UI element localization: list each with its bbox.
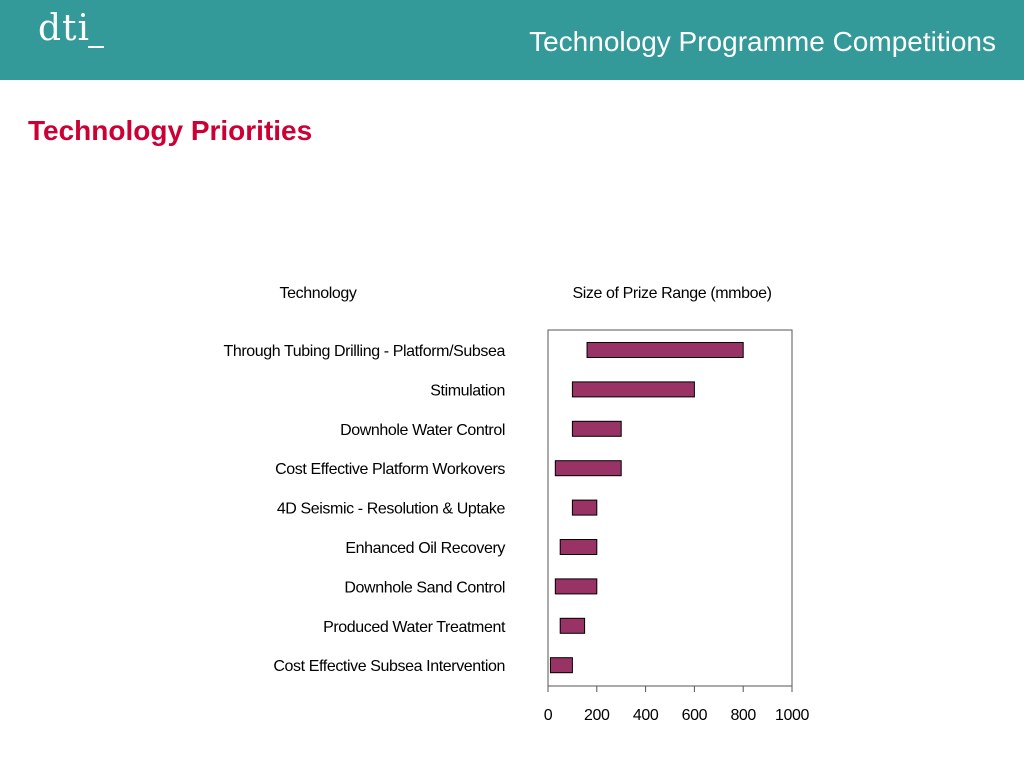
x-tick-label: 1000 [775,707,809,724]
slide-title: Technology Priorities [28,115,313,146]
range-bar [554,460,622,477]
x-tick-label: 600 [682,707,708,724]
x-tick-label: 400 [633,707,659,724]
range-bar [559,539,598,555]
range-bar [554,578,598,595]
range-bar [559,617,586,634]
category-label: 4D Seismic - Resolution & Uptake [277,501,506,518]
category-label: Produced Water Treatment [323,619,506,636]
plot-area-frame [547,329,793,687]
header-title: Technology Programme Competitions [529,26,996,57]
category-label: Cost Effective Platform Workovers [275,461,505,478]
logo-underline [88,46,104,48]
range-bar [586,342,744,358]
category-label: Stimulation [430,382,505,399]
range-bar [571,381,695,398]
category-label: Cost Effective Subsea Intervention [273,658,505,675]
x-tick-label: 0 [544,707,553,724]
range-bar [571,499,598,516]
range-bar [549,657,573,674]
range-bar [571,420,622,437]
header-bar: dti Technology Programme Competitions [0,0,1024,80]
category-label: Enhanced Oil Recovery [345,540,505,557]
x-tick-label: 200 [584,707,610,724]
category-label: Downhole Sand Control [344,579,505,596]
category-column-header: Technology [280,285,357,302]
dti-logo: dti [38,8,91,49]
x-tick-label: 800 [730,707,756,724]
category-label: Through Tubing Drilling - Platform/Subse… [223,343,505,360]
value-column-header: Size of Prize Range (mmboe) [572,285,771,302]
category-label: Downhole Water Control [340,422,505,439]
